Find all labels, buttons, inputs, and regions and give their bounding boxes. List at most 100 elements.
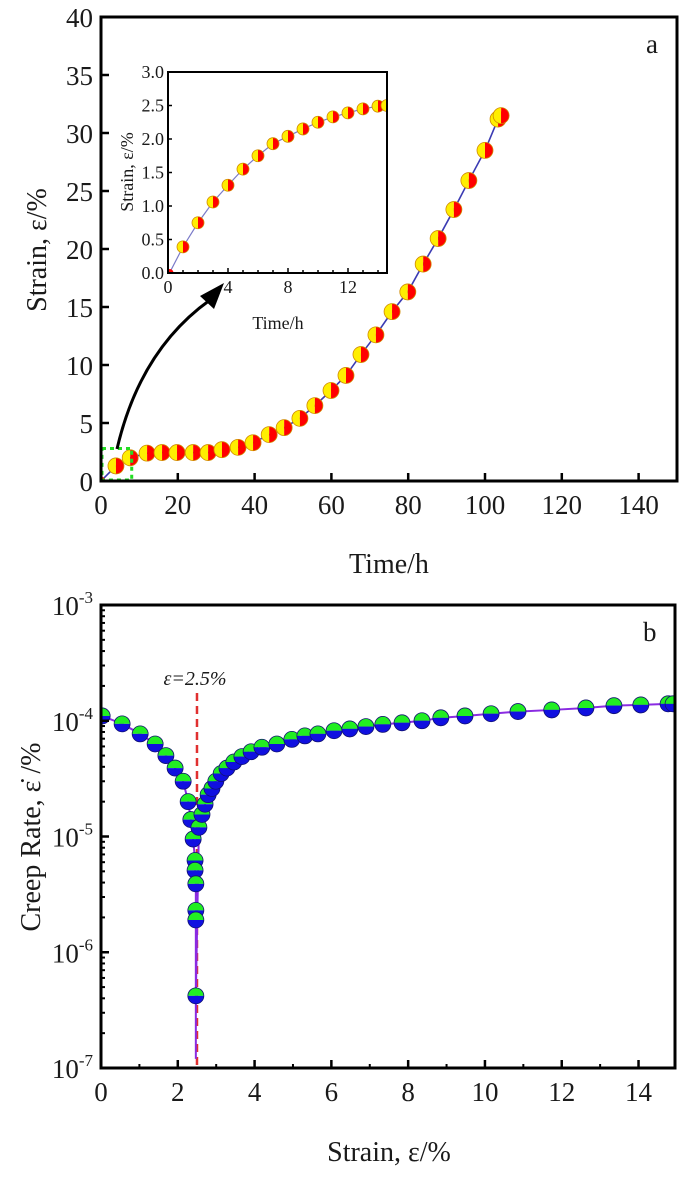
marker-top-half — [157, 747, 174, 756]
marker-outline — [380, 99, 387, 112]
marker-outline — [296, 122, 310, 136]
marker-outline — [306, 397, 324, 415]
data-point — [131, 725, 149, 743]
marker-top-half — [309, 725, 326, 734]
marker-outline — [266, 137, 280, 151]
data-point — [268, 735, 286, 753]
panel-b-letter: b — [643, 617, 657, 647]
y-tick-base: 10 — [52, 591, 79, 621]
marker-bottom-half — [132, 733, 149, 742]
data-point — [632, 696, 650, 714]
marker-right-half — [333, 110, 339, 123]
data-point — [244, 434, 262, 452]
marker-left-half — [139, 445, 148, 462]
marker-bottom-half — [193, 814, 210, 823]
marker-right-half — [453, 201, 462, 218]
panel-b-xlabel: Strain, ε/% — [327, 1137, 451, 1168]
inset-data-point — [380, 99, 387, 112]
data-point — [460, 172, 478, 189]
marker-top-half — [432, 709, 449, 718]
marker-outline — [166, 759, 184, 777]
marker-left-half — [230, 439, 239, 456]
marker-right-half — [213, 195, 219, 208]
marker-bottom-half — [632, 704, 649, 713]
marker-right-half — [318, 116, 324, 129]
marker-right-half — [423, 256, 432, 273]
marker-outline — [357, 718, 375, 736]
x-tick-label: 100 — [465, 490, 506, 520]
marker-left-half — [291, 410, 300, 427]
data-point — [229, 438, 247, 456]
marker-right-half — [238, 439, 247, 456]
marker-bottom-half — [187, 883, 204, 892]
marker-right-half — [269, 426, 278, 443]
marker-bottom-half — [253, 747, 270, 756]
marker-right-half — [314, 397, 323, 414]
y-tick-base: 10 — [52, 707, 79, 737]
data-point — [283, 731, 301, 748]
marker-outline — [577, 699, 595, 717]
inset-marks — [168, 99, 387, 273]
marker-outline — [174, 772, 192, 790]
marker-outline — [326, 110, 340, 124]
marker-outline — [179, 793, 197, 811]
marker-right-half — [162, 444, 171, 461]
marker-outline — [476, 141, 494, 159]
marker-right-half — [288, 130, 294, 143]
data-point — [429, 230, 447, 247]
marker-left-half — [276, 419, 285, 436]
y-tick-exponent: -7 — [79, 1051, 94, 1070]
data-point — [184, 444, 202, 461]
marker-left-half — [213, 441, 222, 458]
inset-arrow-head — [200, 283, 224, 309]
marker-bottom-half — [187, 919, 204, 928]
marker-right-half — [183, 240, 189, 253]
marker-top-half — [374, 716, 391, 725]
data-point — [190, 818, 208, 836]
y-tick-label: 10-6 — [52, 935, 93, 968]
y-tick-label: 15 — [66, 293, 93, 323]
marker-bottom-half — [309, 733, 326, 742]
marker-outline — [341, 720, 359, 738]
marker-bottom-half — [180, 801, 197, 810]
data-point — [146, 735, 164, 753]
data-point — [153, 444, 171, 461]
x-tick-label: 10 — [471, 1077, 498, 1107]
y-tick-label: 10-5 — [52, 820, 93, 853]
data-point — [456, 707, 474, 725]
marker-right-half — [299, 410, 308, 427]
data-point — [482, 705, 500, 723]
y-tick-label: 40 — [66, 3, 93, 33]
marker-outline — [399, 283, 417, 301]
marker-outline — [221, 178, 235, 192]
marker-right-half — [345, 367, 354, 384]
panel-b-plot-area — [101, 693, 675, 1068]
marker-top-half — [147, 735, 164, 744]
inset-data-point — [176, 240, 190, 254]
marker-left-half — [367, 326, 376, 343]
data-point — [138, 444, 156, 462]
x-tick-label: 140 — [618, 490, 659, 520]
marker-outline — [275, 419, 293, 437]
marker-outline — [456, 707, 474, 725]
marker-left-half — [245, 434, 254, 451]
marker-left-half — [261, 426, 270, 443]
x-tick-label: 4 — [248, 1077, 262, 1107]
inset-data-point — [356, 102, 370, 116]
marker-outline — [131, 725, 149, 743]
inset-y-tick-label: 0.5 — [142, 230, 165, 250]
marker-right-half — [363, 102, 369, 115]
marker-top-half — [253, 739, 270, 748]
marker-right-half — [392, 303, 401, 320]
marker-right-half — [485, 142, 493, 159]
marker-left-half — [122, 449, 131, 466]
x-tick-label: 20 — [164, 490, 191, 520]
data-point — [367, 326, 385, 344]
inset-data-point — [326, 110, 340, 124]
inset-x-tick-label: 0 — [164, 277, 173, 297]
marker-outline — [605, 697, 623, 715]
marker-bottom-half — [394, 722, 411, 731]
x-tick-label: 8 — [401, 1077, 415, 1107]
panel-a-marks — [100, 107, 510, 482]
y-tick-base: 10 — [52, 823, 79, 853]
